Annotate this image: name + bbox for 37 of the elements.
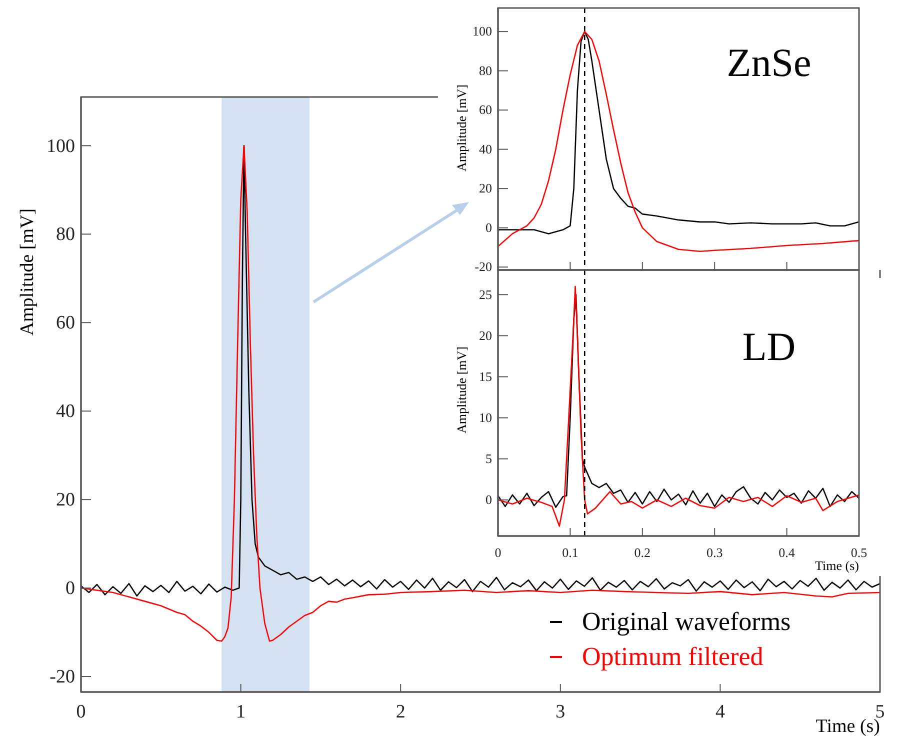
y-tick-label: 15 bbox=[479, 368, 492, 384]
y-axis-title: Amplitude [mV] bbox=[454, 84, 469, 172]
y-tick-label: 100 bbox=[472, 24, 492, 39]
y-tick-label: 20 bbox=[479, 180, 492, 196]
y-axis-title: Amplitude [mV] bbox=[17, 208, 38, 336]
text: ZnSe bbox=[726, 40, 812, 85]
y-tick-label: -20 bbox=[50, 666, 75, 688]
y-tick-label: 25 bbox=[479, 286, 492, 302]
y-tick-label: 20 bbox=[479, 328, 492, 343]
x-tick-label: 0.5 bbox=[850, 545, 868, 560]
x-tick-label: 0.3 bbox=[706, 545, 723, 560]
legend-label: Original waveforms bbox=[582, 607, 791, 636]
y-tick-label: 80 bbox=[479, 62, 492, 78]
y-tick-label: 60 bbox=[56, 312, 75, 334]
y-tick-label: 10 bbox=[479, 410, 492, 425]
x-tick-label: 3 bbox=[556, 701, 566, 722]
y-tick-label: 0 bbox=[66, 578, 75, 600]
y-tick-label: 0 bbox=[486, 492, 492, 508]
x-axis-title: Time (s) bbox=[815, 558, 859, 573]
legend-label: Optimum filtered bbox=[582, 642, 764, 671]
text: LD bbox=[742, 324, 796, 369]
y-tick-label: 80 bbox=[56, 224, 75, 246]
x-tick-label: 0.4 bbox=[778, 545, 796, 560]
y-tick-label: 100 bbox=[46, 136, 75, 157]
y-tick-label: -20 bbox=[474, 259, 492, 274]
y-tick-label: 0 bbox=[486, 220, 492, 235]
x-tick-label: 4 bbox=[715, 701, 726, 722]
y-tick-label: 60 bbox=[479, 102, 492, 118]
y-axis-title: Amplitude [mV] bbox=[454, 346, 469, 434]
x-tick-label: 2 bbox=[396, 701, 406, 722]
x-tick-label: 0.1 bbox=[562, 545, 578, 560]
x-tick-label: 0.2 bbox=[634, 545, 651, 560]
y-tick-label: 40 bbox=[56, 401, 75, 422]
y-tick-label: 5 bbox=[486, 450, 492, 466]
y-tick-label: 20 bbox=[56, 490, 75, 511]
x-tick-label: 1 bbox=[236, 701, 246, 722]
y-tick-label: 40 bbox=[479, 141, 492, 156]
